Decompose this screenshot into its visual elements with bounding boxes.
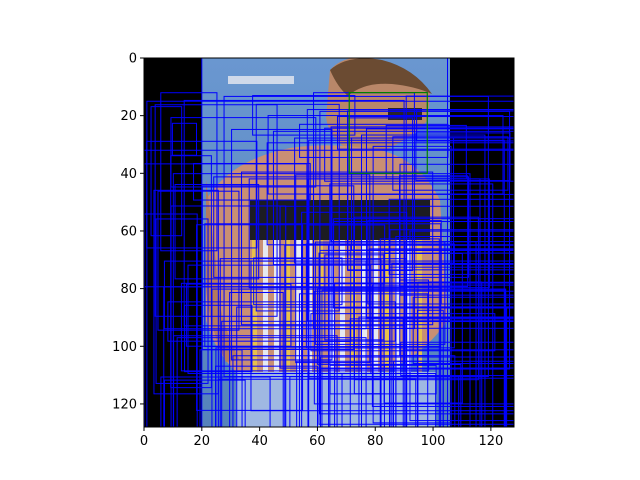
detection-box [329,183,494,427]
structure-bar [296,240,301,372]
detection-box [170,117,317,188]
hair-shape [330,58,432,96]
detection-box [310,313,496,352]
detection-box [365,128,514,319]
structure-bar [274,240,279,372]
detection-box [267,115,504,195]
y-tick-label: 20 [120,109,137,124]
detection-box [358,316,514,427]
detection-box [231,128,333,361]
detection-box [201,58,449,427]
detection-box [329,364,437,395]
detection-box [167,301,396,342]
banner-strip [228,76,294,84]
detection-box [154,104,278,317]
y-tick-label: 100 [112,340,137,355]
structure-bar [373,240,378,372]
detection-box [416,309,444,427]
structure-bar [285,240,290,372]
detection-box [183,99,405,327]
detection-boxes [144,58,514,427]
x-tick-label: 40 [251,434,268,449]
x-tick-label: 120 [478,434,503,449]
x-tick-label: 100 [421,434,446,449]
x-tick-label: 0 [140,434,148,449]
detection-box [391,262,514,427]
lower-area [236,372,436,427]
x-axis: 0 20 40 60 80 100 120 [140,427,503,449]
detection-box [215,365,319,427]
detection-box [334,282,514,427]
detection-box [223,95,489,378]
detection-box [298,293,429,427]
structure-bar [417,240,422,372]
detection-box [349,318,514,427]
detection-box [319,110,511,370]
y-tick-label: 120 [112,397,137,412]
detection-box [171,122,198,156]
detection-box [150,106,183,237]
structure-bar [340,240,345,372]
detection-box [399,175,469,287]
detection-box [176,337,367,427]
detection-box [385,124,467,180]
detection-box [153,189,219,395]
axes-frame [143,57,515,428]
structure-bar [252,240,257,372]
detection-box [160,92,218,252]
y-tick-label: 80 [120,282,137,297]
detection-box [383,363,462,427]
structure-bar [406,240,411,372]
detection-box [314,241,446,345]
detection-box [272,130,514,266]
detection-box [213,176,469,278]
detection-box [211,288,507,427]
detection-box [144,149,514,427]
y-tick-label: 60 [120,224,137,239]
structure-bar [362,240,367,372]
structure-bar [307,240,312,372]
detection-box [347,117,414,271]
detection-box [294,137,455,264]
y-axis: 0 20 40 60 80 100 120 [112,52,144,412]
detection-box [336,116,514,150]
detection-box [400,341,514,377]
detection-box [252,95,356,136]
detection-box [368,248,514,308]
detection-box [255,103,340,312]
detection-box [371,284,514,407]
x-tick-label: 20 [194,434,211,449]
detection-box [157,190,240,331]
highlight-box [348,91,428,174]
detection-box [163,379,246,427]
detection-box [146,100,514,427]
detection-box [184,304,253,373]
detection-box [324,127,514,182]
detection-box [406,281,514,323]
detection-box [308,139,505,427]
detection-box [172,173,471,427]
detection-box [174,183,260,280]
detection-box [301,243,352,342]
y-tick-label: 40 [120,167,137,182]
x-tick-label: 80 [367,434,384,449]
detection-box [412,296,514,365]
detection-box [321,289,506,427]
structure-bar [318,240,323,372]
x-tick-label: 60 [309,434,326,449]
structure-bar [384,240,389,372]
detection-box [253,257,343,306]
detection-box [324,254,385,341]
detection-box [392,136,509,191]
structure-bar [263,240,268,372]
detection-box [196,224,304,411]
y-tick-label: 0 [129,52,137,67]
detection-box [185,283,292,347]
structure-bar [395,240,400,372]
detection-box [201,185,355,350]
